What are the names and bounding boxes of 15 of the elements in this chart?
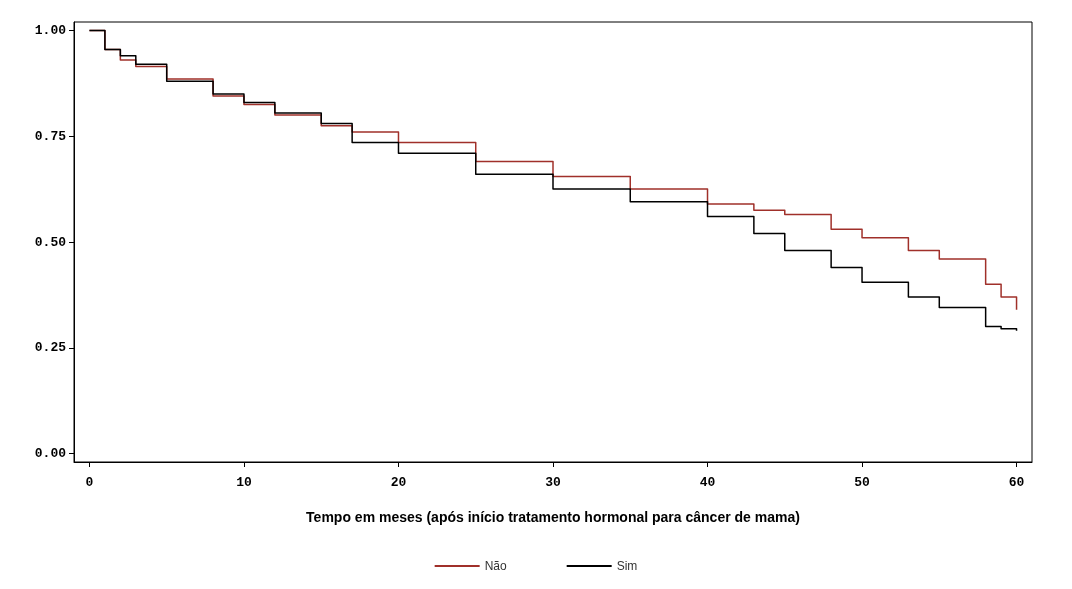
y-tick-label: 0.00 <box>34 446 67 462</box>
y-tick-label: 0.50 <box>34 234 67 250</box>
x-axis-title: Tempo em meses (após início tratamento hormonal para câncer de mama) <box>306 509 800 525</box>
y-tick-label: 0.75 <box>34 128 67 144</box>
x-tick-label: 50 <box>854 475 871 490</box>
x-tick-label: 10 <box>236 475 252 490</box>
y-tick-label: 1.00 <box>34 22 67 38</box>
x-tick-label: 60 <box>1008 475 1025 490</box>
x-tick-label: 20 <box>390 475 407 490</box>
x-tick-label: 0 <box>85 475 94 490</box>
legend-label: Não <box>484 559 507 573</box>
legend-label: Sim <box>616 559 638 573</box>
x-tick-label: 40 <box>699 475 716 490</box>
x-tick-label: 30 <box>545 475 561 490</box>
y-tick-label: 0.25 <box>34 340 67 356</box>
